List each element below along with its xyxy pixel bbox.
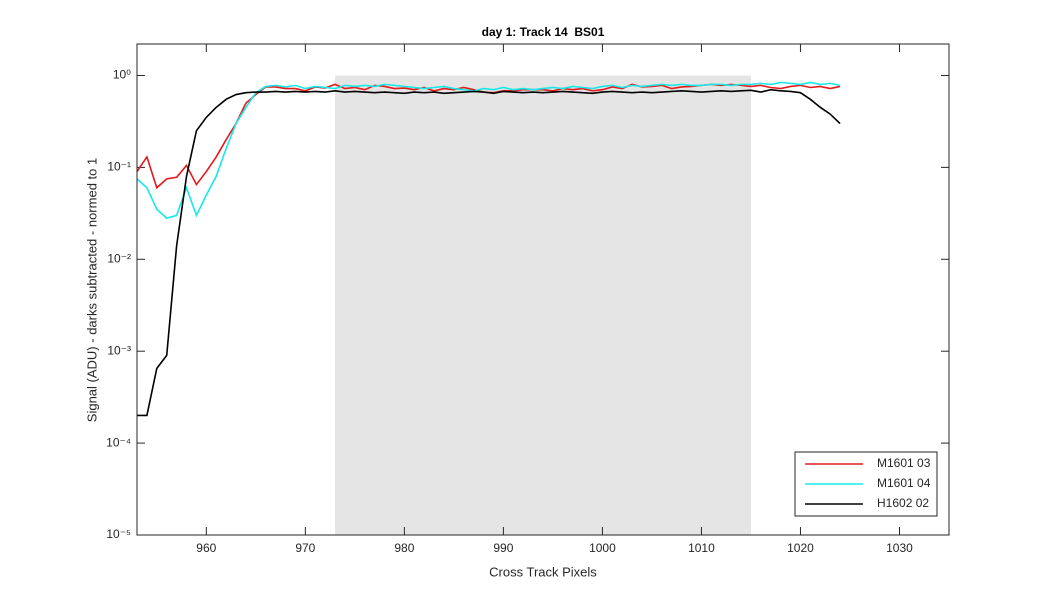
chart-title: day 1: Track 14 BS01 <box>482 25 605 39</box>
x-axis-label: Cross Track Pixels <box>489 564 597 579</box>
series-line <box>137 88 841 417</box>
y-tick-label: 10⁻³ <box>107 343 131 357</box>
x-tick-label: 1000 <box>589 541 616 555</box>
legend-label: M1601 04 <box>877 476 931 490</box>
x-tick-label: 960 <box>196 541 216 555</box>
legend-label: H1602 02 <box>877 496 929 510</box>
y-tick-label: 10⁻¹ <box>107 160 131 174</box>
legend-box <box>794 451 938 517</box>
y-tick-label: 10⁻² <box>107 251 131 265</box>
x-tick-label: 1010 <box>688 541 715 555</box>
x-tick-label: 990 <box>493 541 513 555</box>
x-tick-label: 980 <box>394 541 414 555</box>
y-tick-label: 10⁻⁵ <box>106 527 131 541</box>
legend-label: M1601 03 <box>877 456 931 470</box>
x-tick-label: 970 <box>295 541 315 555</box>
series-line <box>136 81 841 220</box>
x-tick-label: 1030 <box>886 541 913 555</box>
axes-box <box>136 43 950 536</box>
legend: M1601 03 M1601 04 H1602 02 <box>794 451 938 517</box>
y-axis-label: Signal (ADU) - darks subtracted - normed… <box>84 158 99 422</box>
y-tick-label: 10⁻⁴ <box>106 435 131 449</box>
y-tick-label: 10⁰ <box>113 68 131 82</box>
shaded-region <box>335 75 751 536</box>
x-tick-label: 1020 <box>787 541 814 555</box>
